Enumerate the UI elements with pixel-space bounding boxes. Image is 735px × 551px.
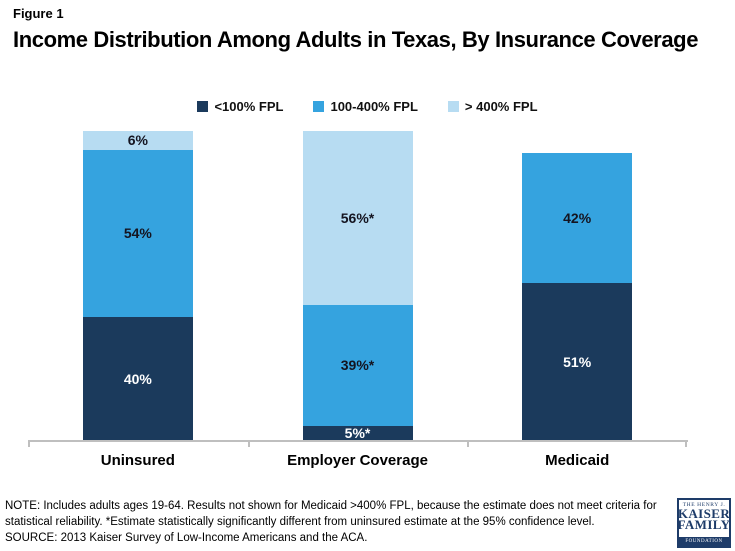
bar-segment: 39%* (302, 304, 413, 426)
segment-value-label: 51% (563, 353, 592, 370)
stacked-bar: 51% 42% (522, 152, 633, 441)
legend-item: 100-400% FPL (313, 99, 418, 114)
legend-swatch-icon (447, 101, 459, 112)
figure-label: Figure 1 (13, 6, 64, 21)
note-text: NOTE: Includes adults ages 19-64. Result… (5, 500, 657, 528)
logo-kaiser: KAISER (677, 506, 731, 521)
logo-family: FAMILY (677, 517, 731, 532)
category-labels: Uninsured Employer Coverage Medicaid (28, 452, 687, 469)
category-label: Employer Coverage (287, 452, 428, 469)
chart-legend: <100% FPL 100-400% FPL > 400% FPL (0, 99, 735, 114)
bar-segment: 51% (522, 282, 633, 441)
bar-segment: 54% (82, 149, 193, 317)
axis-tick (685, 440, 687, 447)
legend-item: <100% FPL (197, 99, 283, 114)
segment-value-label: 6% (127, 132, 148, 149)
stacked-bar: 40% 54% 6% (82, 131, 193, 441)
legend-label: 100-400% FPL (330, 99, 418, 114)
segment-value-label: 5%* (344, 425, 371, 442)
segment-value-label: 54% (123, 225, 152, 242)
axis-tick (247, 440, 250, 447)
segment-value-label: 56%* (340, 209, 375, 226)
legend-swatch-icon (197, 101, 209, 112)
logo-line-top: THE HENRY J. (682, 502, 726, 508)
footnote: NOTE: Includes adults ages 19-64. Result… (5, 498, 667, 546)
bar-segment: 5%* (302, 425, 413, 442)
bar-segment: 56%* (302, 131, 413, 305)
segment-value-label: 40% (123, 371, 152, 387)
axis-tick (467, 440, 470, 447)
segment-value-label: 39%* (340, 357, 375, 374)
page-title: Income Distribution Among Adults in Texa… (13, 27, 699, 52)
legend-label: > 400% FPL (464, 99, 538, 114)
bar-segment: 42% (522, 152, 633, 283)
category-label: Uninsured (100, 452, 175, 469)
kff-logo: THE HENRY J. KAISER FAMILY FOUNDATION (677, 498, 731, 548)
bar-segment: 40% (82, 317, 193, 441)
legend-swatch-icon (313, 101, 325, 112)
plot-area: 40% 54% 6% 5%* 39%* 56%* 51% 42% (28, 131, 687, 441)
legend-label: <100% FPL (214, 99, 284, 114)
bar-segment: 6% (82, 131, 193, 150)
category-label: Medicaid (545, 452, 610, 469)
x-axis-line (28, 440, 688, 442)
header: Figure 1 Income Distribution Among Adult… (13, 6, 729, 57)
stacked-bar: 5%* 39%* 56%* (302, 131, 413, 442)
axis-tick (28, 440, 30, 447)
source-text: SOURCE: 2013 Kaiser Survey of Low-Income… (5, 532, 368, 544)
legend-item: > 400% FPL (447, 99, 538, 114)
logo-foundation: FOUNDATION (679, 537, 729, 546)
segment-value-label: 42% (563, 209, 592, 226)
